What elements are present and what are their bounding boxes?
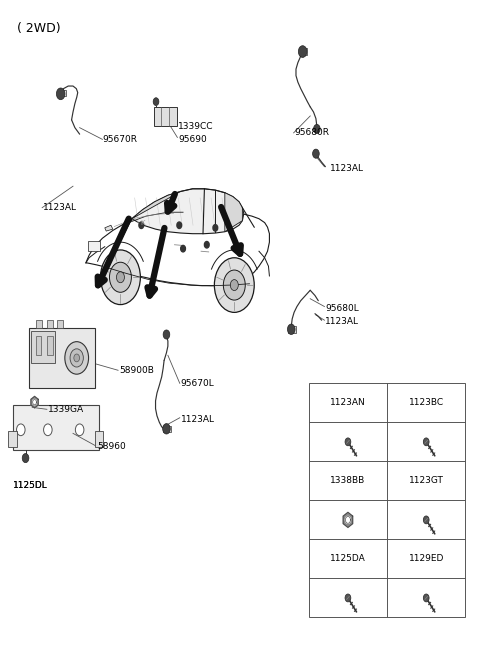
Circle shape	[230, 279, 238, 291]
Text: 1125DL: 1125DL	[13, 481, 48, 490]
Circle shape	[423, 594, 429, 602]
Circle shape	[16, 424, 25, 436]
Text: 1123GT: 1123GT	[409, 476, 444, 485]
Circle shape	[299, 46, 307, 58]
Bar	[95, 431, 103, 447]
Text: 95690: 95690	[179, 135, 207, 144]
Polygon shape	[132, 192, 180, 218]
Circle shape	[313, 125, 320, 134]
Text: 58900B: 58900B	[119, 366, 154, 375]
Circle shape	[163, 424, 170, 434]
Bar	[88, 241, 100, 251]
Text: 1125DL: 1125DL	[13, 481, 48, 490]
Text: 1123AL: 1123AL	[330, 164, 364, 173]
Text: K: K	[141, 220, 145, 226]
Circle shape	[223, 270, 245, 300]
Text: 1339GA: 1339GA	[48, 405, 84, 414]
Polygon shape	[105, 225, 113, 231]
Circle shape	[70, 349, 84, 367]
Circle shape	[345, 594, 351, 602]
Circle shape	[22, 453, 29, 462]
Circle shape	[44, 424, 52, 436]
Bar	[300, 49, 307, 55]
Text: 1125DA: 1125DA	[330, 554, 366, 564]
Bar	[48, 336, 53, 356]
Text: ( 2WD): ( 2WD)	[17, 22, 60, 35]
Circle shape	[204, 241, 209, 248]
Text: 1338BB: 1338BB	[330, 476, 366, 485]
Bar	[29, 328, 96, 388]
Text: 1123AN: 1123AN	[330, 398, 366, 407]
Bar	[288, 326, 296, 333]
Circle shape	[163, 330, 170, 339]
Circle shape	[75, 424, 84, 436]
Bar	[36, 336, 41, 356]
Circle shape	[109, 262, 132, 293]
Text: 1123AL: 1123AL	[325, 317, 360, 326]
Bar	[9, 431, 17, 447]
Polygon shape	[225, 193, 242, 232]
Bar	[163, 426, 171, 432]
Polygon shape	[33, 400, 36, 405]
Polygon shape	[86, 209, 269, 286]
Bar	[154, 107, 178, 127]
Polygon shape	[346, 516, 350, 523]
Circle shape	[288, 324, 295, 335]
Bar	[59, 90, 66, 96]
Text: 95670R: 95670R	[102, 135, 137, 144]
Bar	[31, 331, 56, 363]
Circle shape	[180, 245, 185, 252]
Circle shape	[213, 224, 218, 231]
Text: 95670L: 95670L	[180, 379, 215, 388]
Polygon shape	[31, 396, 38, 408]
Circle shape	[65, 342, 88, 374]
Bar	[47, 320, 53, 328]
Text: 95680L: 95680L	[325, 304, 359, 313]
Text: 1129ED: 1129ED	[408, 554, 444, 564]
Bar	[13, 405, 98, 450]
Circle shape	[312, 149, 319, 158]
Text: 95680R: 95680R	[295, 129, 330, 137]
Circle shape	[345, 438, 351, 445]
Polygon shape	[343, 512, 353, 527]
Circle shape	[423, 438, 429, 445]
Circle shape	[117, 272, 124, 283]
Circle shape	[423, 516, 429, 523]
Text: 1123AL: 1123AL	[180, 415, 215, 424]
Text: 1123BC: 1123BC	[408, 398, 444, 407]
Text: 58960: 58960	[97, 442, 126, 451]
Circle shape	[100, 250, 140, 304]
Circle shape	[56, 88, 65, 100]
Circle shape	[74, 354, 80, 362]
Bar	[309, 383, 466, 617]
Bar	[36, 320, 42, 328]
Text: 1339CC: 1339CC	[179, 122, 214, 131]
Text: 1123AL: 1123AL	[43, 203, 77, 212]
Bar	[57, 320, 63, 328]
Polygon shape	[132, 189, 244, 234]
Circle shape	[139, 222, 144, 228]
Circle shape	[215, 258, 254, 312]
Circle shape	[153, 98, 159, 106]
Circle shape	[177, 222, 181, 228]
